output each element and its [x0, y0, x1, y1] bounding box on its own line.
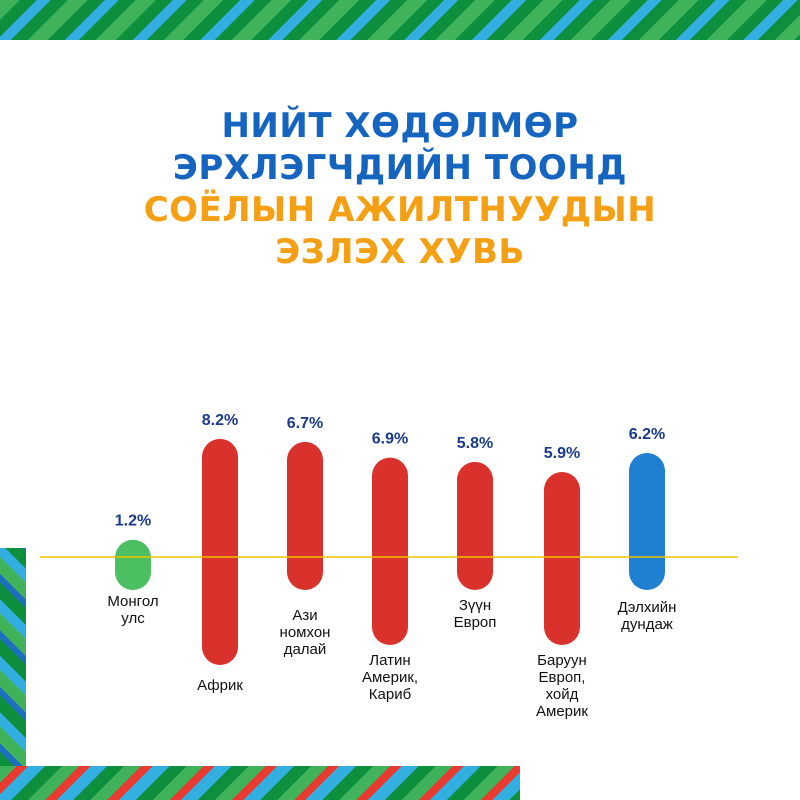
- bar-6: [544, 472, 580, 645]
- category-label-5: Зүүн Европ: [454, 597, 497, 631]
- bar-7: [629, 452, 665, 590]
- bar-2: [202, 438, 238, 665]
- decorative-pattern-top: [0, 0, 800, 40]
- category-label-1: Монгол улс: [107, 593, 158, 627]
- value-label-5: 5.8%: [457, 435, 493, 452]
- category-label-4: Латин Америк, Кариб: [362, 652, 418, 703]
- value-label-7: 6.2%: [629, 426, 665, 443]
- title-line-1: НИЙТ ХӨДӨЛМӨР: [221, 106, 579, 146]
- category-label-7: Дэлхийн дундаж: [618, 599, 677, 633]
- title-line-2: ЭРХЛЭГЧДИЙН ТООНД: [172, 148, 628, 188]
- bar-3: [287, 441, 323, 590]
- bar-1: [115, 539, 151, 590]
- category-label-2: Африк: [197, 677, 243, 694]
- decorative-pattern-left: [0, 548, 26, 800]
- chart-title: НИЙТ ХӨДӨЛМӨР ЭРХЛЭГЧДИЙН ТООНД СОЁЛЫН А…: [0, 105, 800, 273]
- value-label-1: 1.2%: [115, 513, 151, 530]
- category-label-3: Ази номхон далай: [280, 607, 331, 658]
- decorative-pattern-bottom-blank: [520, 766, 800, 800]
- value-label-6: 5.9%: [544, 445, 580, 462]
- category-label-6: Баруун Европ, хойд Америк: [536, 652, 588, 720]
- decorative-pattern-bottom: [0, 766, 520, 800]
- value-label-4: 6.9%: [372, 431, 408, 448]
- bar-4: [372, 457, 408, 645]
- value-label-3: 6.7%: [287, 415, 323, 432]
- title-line-3: СОЁЛЫН АЖИЛТНУУДЫН: [143, 190, 657, 230]
- value-label-2: 8.2%: [202, 412, 238, 429]
- title-line-4: ЭЗЛЭХ ХУВЬ: [275, 232, 525, 272]
- bar-5: [457, 461, 493, 590]
